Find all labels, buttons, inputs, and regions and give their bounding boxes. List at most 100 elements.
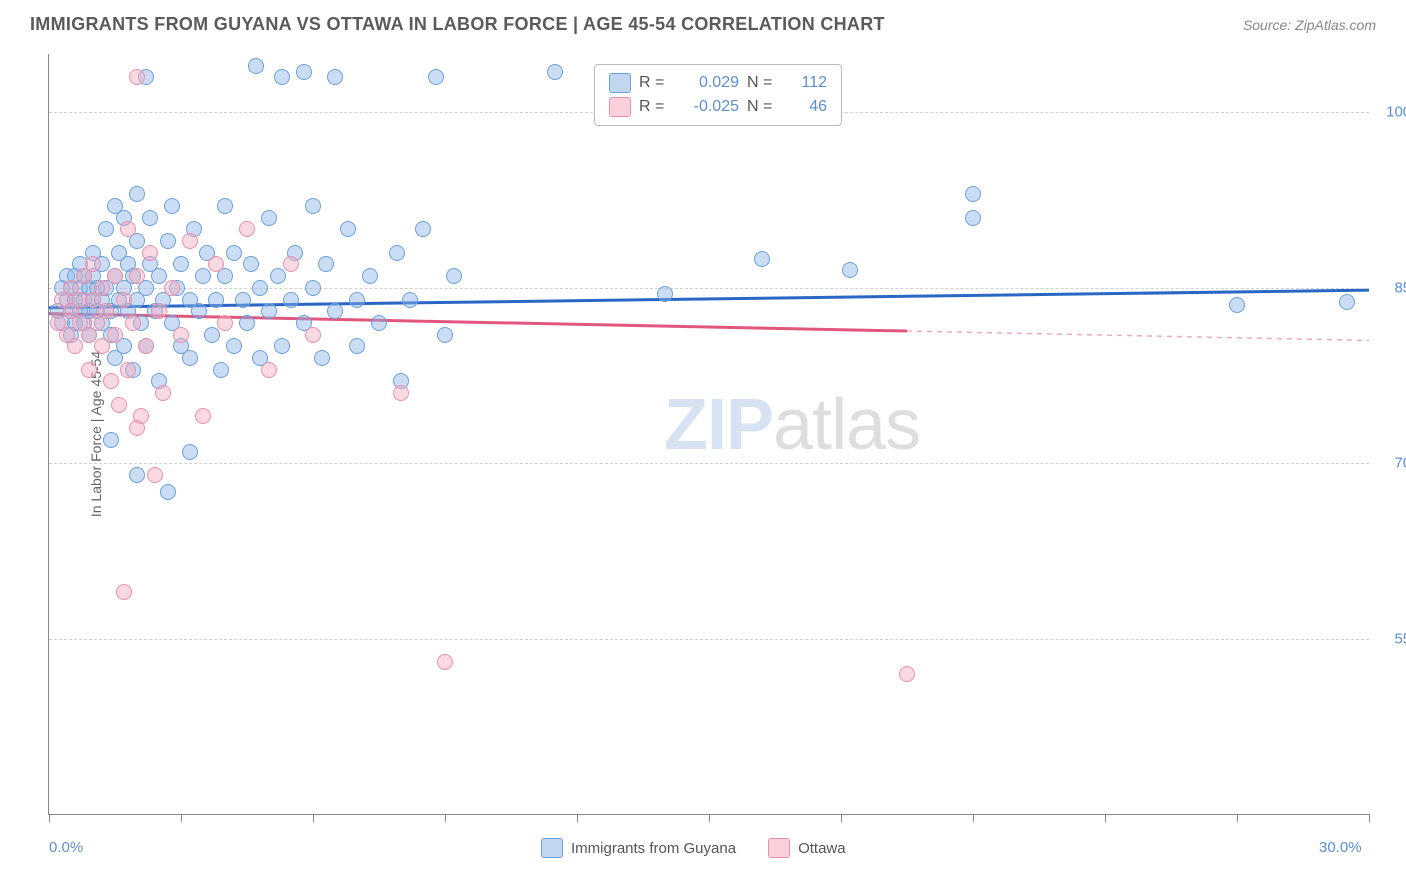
marker-guyana <box>248 58 264 74</box>
legend-r-value: 0.029 <box>679 74 739 92</box>
y-tick-label: 70.0% <box>1394 455 1406 472</box>
legend-row: R =-0.025N =46 <box>609 95 827 119</box>
marker-guyana <box>213 362 229 378</box>
marker-ottawa <box>67 338 83 354</box>
gridline-horizontal <box>49 639 1369 640</box>
marker-guyana <box>389 245 405 261</box>
marker-ottawa <box>116 584 132 600</box>
marker-guyana <box>204 327 220 343</box>
marker-guyana <box>217 198 233 214</box>
source-attribution: Source: ZipAtlas.com <box>1243 17 1376 33</box>
marker-guyana <box>243 256 259 272</box>
marker-guyana <box>305 280 321 296</box>
legend-n-value: 112 <box>787 74 827 92</box>
x-tick <box>1105 814 1106 822</box>
marker-guyana <box>1229 297 1245 313</box>
y-tick-label: 55.0% <box>1394 630 1406 647</box>
marker-ottawa <box>133 408 149 424</box>
marker-guyana <box>340 221 356 237</box>
marker-guyana <box>547 64 563 80</box>
marker-ottawa <box>305 327 321 343</box>
marker-ottawa <box>120 221 136 237</box>
chart-plot-area: In Labor Force | Age 45-54 ZIPatlas55.0%… <box>48 54 1369 815</box>
marker-ottawa <box>94 280 110 296</box>
legend-swatch <box>609 97 631 117</box>
marker-ottawa <box>142 245 158 261</box>
marker-guyana <box>164 198 180 214</box>
marker-guyana <box>208 292 224 308</box>
chart-title: IMMIGRANTS FROM GUYANA VS OTTAWA IN LABO… <box>30 14 885 35</box>
marker-guyana <box>98 221 114 237</box>
gridline-horizontal <box>49 463 1369 464</box>
marker-ottawa <box>393 385 409 401</box>
legend-swatch <box>609 73 631 93</box>
marker-guyana <box>754 251 770 267</box>
legend-series: Immigrants from Guyana Ottawa <box>541 838 846 858</box>
marker-guyana <box>402 292 418 308</box>
marker-guyana <box>327 303 343 319</box>
x-tick <box>313 814 314 822</box>
legend-n-value: 46 <box>787 98 827 116</box>
x-tick <box>841 814 842 822</box>
gridline-horizontal <box>49 288 1369 289</box>
marker-guyana <box>226 245 242 261</box>
marker-guyana <box>252 280 268 296</box>
x-tick <box>973 814 974 822</box>
legend-series-item: Ottawa <box>768 838 846 858</box>
marker-ottawa <box>120 362 136 378</box>
marker-guyana <box>305 198 321 214</box>
legend-series-label: Ottawa <box>798 840 846 857</box>
x-axis-label: 30.0% <box>1319 839 1362 856</box>
marker-guyana <box>261 210 277 226</box>
marker-guyana <box>160 233 176 249</box>
trendline-extrapolation <box>907 331 1369 340</box>
marker-guyana <box>415 221 431 237</box>
marker-ottawa <box>899 666 915 682</box>
marker-guyana <box>283 292 299 308</box>
x-axis-label: 0.0% <box>49 839 83 856</box>
y-tick-label: 100.0% <box>1386 104 1406 121</box>
marker-ottawa <box>155 385 171 401</box>
marker-guyana <box>226 338 242 354</box>
legend-series-item: Immigrants from Guyana <box>541 838 736 858</box>
marker-guyana <box>657 286 673 302</box>
legend-n-label: N = <box>747 98 779 116</box>
marker-guyana <box>173 256 189 272</box>
marker-guyana <box>842 262 858 278</box>
marker-guyana <box>446 268 462 284</box>
legend-row: R =0.029N =112 <box>609 71 827 95</box>
marker-guyana <box>965 210 981 226</box>
marker-ottawa <box>151 303 167 319</box>
legend-series-label: Immigrants from Guyana <box>571 840 736 857</box>
marker-ottawa <box>164 280 180 296</box>
marker-guyana <box>314 350 330 366</box>
marker-guyana <box>965 186 981 202</box>
marker-ottawa <box>217 315 233 331</box>
marker-ottawa <box>85 256 101 272</box>
marker-ottawa <box>81 362 97 378</box>
marker-ottawa <box>98 303 114 319</box>
x-tick <box>49 814 50 822</box>
marker-ottawa <box>437 654 453 670</box>
watermark: ZIPatlas <box>664 384 920 466</box>
marker-ottawa <box>125 315 141 331</box>
marker-ottawa <box>239 221 255 237</box>
marker-ottawa <box>107 268 123 284</box>
trend-lines-layer <box>49 54 1369 814</box>
legend-correlation-box: R =0.029N =112R =-0.025N =46 <box>594 64 842 126</box>
marker-ottawa <box>129 69 145 85</box>
x-tick <box>445 814 446 822</box>
marker-guyana <box>239 315 255 331</box>
marker-guyana <box>191 303 207 319</box>
marker-guyana <box>235 292 251 308</box>
marker-guyana <box>129 467 145 483</box>
x-tick <box>181 814 182 822</box>
legend-n-label: N = <box>747 74 779 92</box>
legend-swatch <box>768 838 790 858</box>
marker-guyana <box>160 484 176 500</box>
marker-ottawa <box>173 327 189 343</box>
marker-guyana <box>129 186 145 202</box>
marker-guyana <box>270 268 286 284</box>
legend-r-value: -0.025 <box>679 98 739 116</box>
marker-ottawa <box>107 327 123 343</box>
